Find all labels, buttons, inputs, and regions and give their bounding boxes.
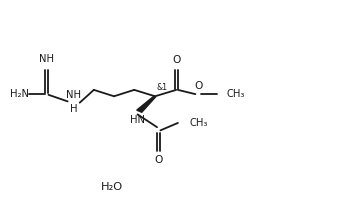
Text: NH: NH bbox=[39, 54, 54, 64]
Text: CH₃: CH₃ bbox=[190, 118, 208, 128]
Text: H₂N: H₂N bbox=[11, 89, 29, 99]
Text: O: O bbox=[155, 155, 163, 165]
Text: NH: NH bbox=[66, 90, 81, 100]
Text: &1: &1 bbox=[157, 83, 168, 92]
Polygon shape bbox=[137, 96, 156, 112]
Text: O: O bbox=[172, 55, 180, 65]
Text: H: H bbox=[70, 105, 77, 114]
Text: HN: HN bbox=[130, 115, 145, 125]
Text: H₂O: H₂O bbox=[101, 182, 123, 192]
Text: CH₃: CH₃ bbox=[227, 89, 245, 99]
Text: O: O bbox=[194, 81, 202, 91]
